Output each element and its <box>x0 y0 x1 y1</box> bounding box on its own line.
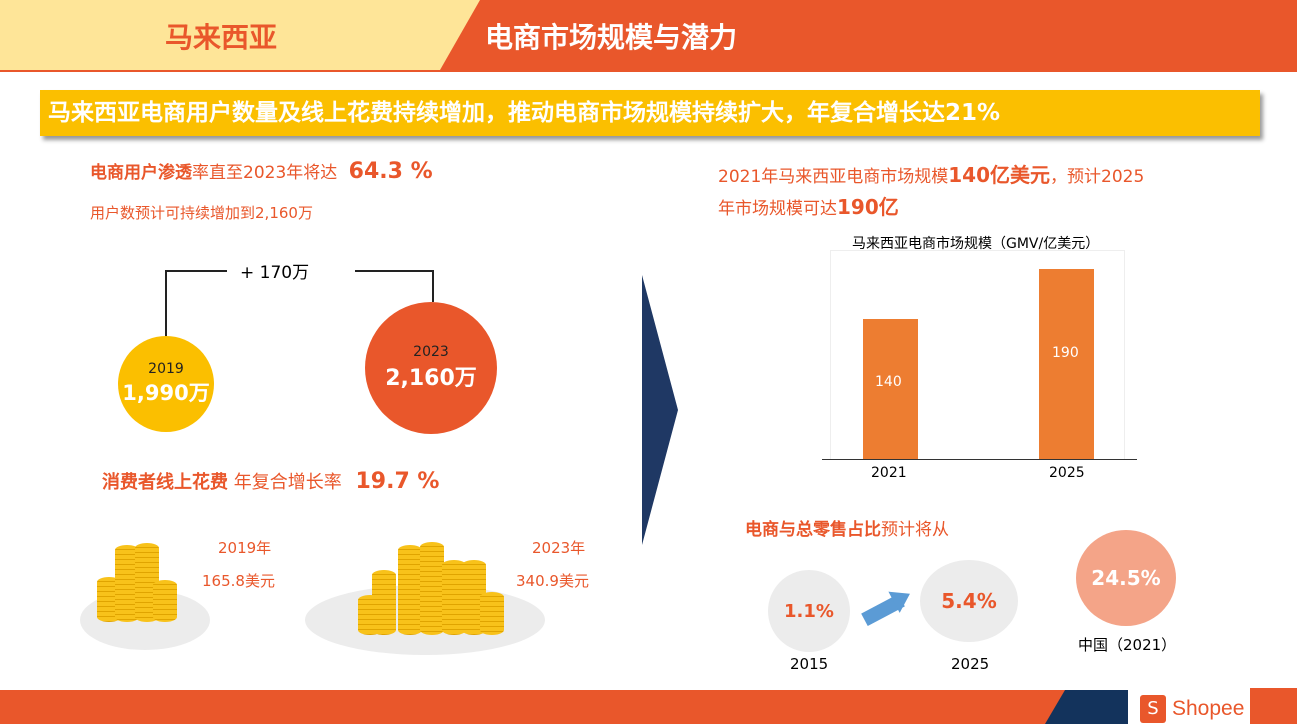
market-2021: 140亿美元 <box>948 163 1051 187</box>
connector <box>165 270 167 342</box>
share-2015-circle: 1.1% <box>768 570 850 652</box>
page-title: 电商市场规模与潜力 <box>485 21 738 54</box>
chart-title: 马来西亚电商市场规模（GMV/亿美元） <box>852 236 1100 252</box>
chart-bar-2021 <box>863 319 918 459</box>
connector <box>165 270 227 272</box>
connector <box>355 270 434 272</box>
spend-value: 340.9美元 <box>516 572 589 590</box>
shopee-bag-icon: S <box>1140 695 1166 723</box>
penetration-value: 64.3 % <box>348 159 433 184</box>
share-2025-circle: 5.4% <box>920 560 1018 642</box>
market-2025: 190亿 <box>837 195 899 219</box>
share-china-circle: 24.5% <box>1076 530 1176 626</box>
market-text: 2021年马来西亚电商市场规模140亿美元，预计2025 年市场规模可达190亿 <box>718 160 1144 224</box>
connector <box>432 270 434 302</box>
penetration-label: 电商用户渗透 <box>90 163 192 183</box>
spend-value: 165.8美元 <box>202 572 275 590</box>
penetration-text: 电商用户渗透率直至2023年将达 64.3 % <box>90 158 433 184</box>
market-text-d: 年市场规模可达 <box>718 199 837 219</box>
summary-banner: 马来西亚电商用户数量及线上花费持续增加，推动电商市场规模持续扩大，年复合增长达2… <box>40 90 1260 136</box>
footer-corner <box>1250 688 1297 724</box>
share-year: 2015 <box>790 655 829 673</box>
header-divider <box>0 70 1297 72</box>
spend-year: 2019年 <box>218 539 272 557</box>
header-right <box>440 0 1297 70</box>
arrow-divider-icon <box>642 275 678 545</box>
retail-rest: 预计将从 <box>881 520 949 540</box>
bar-label: 190 <box>1052 345 1079 361</box>
spend-label: 消费者线上花费 <box>102 472 228 493</box>
retail-label: 电商与总零售占比 <box>745 520 881 540</box>
chart-bar-2025 <box>1039 269 1094 459</box>
penetration-rest: 率直至2023年将达 <box>192 163 338 183</box>
users-2019-circle: 2019 1,990万 <box>118 336 214 432</box>
spend-year: 2023年 <box>532 539 586 557</box>
users-value: 2,160万 <box>385 366 477 391</box>
country-title: 马来西亚 <box>165 21 278 54</box>
user-forecast: 用户数预计可持续增加到2,160万 <box>90 204 313 222</box>
spend-text: 消费者线上花费 年复合增长率 19.7 % <box>102 468 439 494</box>
market-text-c: ，预计2025 <box>1050 167 1145 187</box>
users-value: 1,990万 <box>122 381 210 405</box>
spend-cagr: 19.7 % <box>355 469 440 494</box>
share-year: 2025 <box>951 655 990 673</box>
share-china-label: 中国（2021） <box>1078 636 1177 654</box>
users-2023-circle: 2023 2,160万 <box>365 302 497 434</box>
market-text-a: 2021年马来西亚电商市场规模 <box>718 167 949 187</box>
retail-text: 电商与总零售占比预计将从 <box>745 515 949 540</box>
x-tick: 2021 <box>871 465 907 481</box>
spend-rest: 年复合增长率 <box>233 472 342 493</box>
year-label: 2023 <box>413 344 449 360</box>
user-increase: + 170万 <box>240 263 310 283</box>
year-label: 2019 <box>148 361 184 377</box>
footer-band <box>0 690 1070 724</box>
chart-axis <box>822 459 1137 460</box>
bar-label: 140 <box>875 374 902 390</box>
x-tick: 2025 <box>1049 465 1085 481</box>
header-left <box>0 0 480 70</box>
shopee-logo: Shopee <box>1172 697 1245 720</box>
